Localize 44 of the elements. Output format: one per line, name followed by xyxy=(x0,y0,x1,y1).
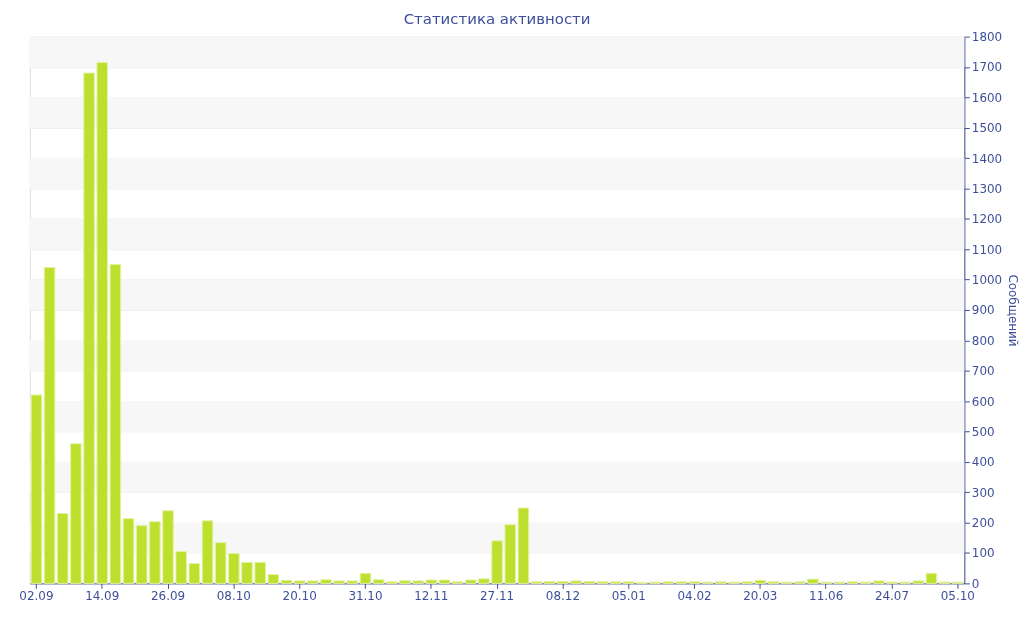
bar xyxy=(925,572,938,584)
x-tick-label: 05.01 xyxy=(611,588,646,603)
bar xyxy=(122,518,135,584)
y2-tick-label: 200 xyxy=(971,516,995,531)
y2-tick-label: 1400 xyxy=(971,151,1003,166)
x-tick-label: 14.09 xyxy=(85,588,120,603)
y2-tick-label: 600 xyxy=(971,394,995,409)
x-tick-label: 31.10 xyxy=(348,588,383,603)
x-tick-label: 08.12 xyxy=(545,588,580,603)
x-tick-label: 08.10 xyxy=(216,588,251,603)
y2-tick-label: 500 xyxy=(971,424,995,439)
bar xyxy=(359,572,372,584)
x-tick-label: 02.09 xyxy=(19,588,54,603)
y2-tick-label: 1200 xyxy=(971,212,1003,227)
y2-tick-label: 1500 xyxy=(971,121,1003,136)
x-tick-label: 12.11 xyxy=(414,588,449,603)
y2-tick-label: 800 xyxy=(971,333,995,348)
x-tick-label: 04.02 xyxy=(677,588,712,603)
y2-tick-label: 300 xyxy=(971,485,995,500)
bar xyxy=(30,394,43,584)
x-tick-label: 27.11 xyxy=(480,588,515,603)
x-tick-label: 11.06 xyxy=(809,588,844,603)
x-tick-label: 20.10 xyxy=(282,588,317,603)
bar xyxy=(201,520,214,584)
y2-axis-title: Сообщений xyxy=(1006,274,1021,347)
bar xyxy=(43,266,56,584)
y2-tick-label: 700 xyxy=(971,364,995,379)
y2-tick-label: 1000 xyxy=(971,273,1003,288)
y2-tick-label: 1600 xyxy=(971,90,1003,105)
x-tick-label: 26.09 xyxy=(150,588,186,603)
y2-tick-label: 1800 xyxy=(971,30,1003,45)
y2-tick-label: 1300 xyxy=(971,181,1003,196)
y2-tick-label: 400 xyxy=(971,455,995,470)
y2-tick-label: 1700 xyxy=(971,60,1003,75)
bar xyxy=(280,579,293,584)
x-tick-label: 05.10 xyxy=(940,588,975,603)
chart-title: Статистика активности xyxy=(403,9,591,28)
x-tick-label: 20.03 xyxy=(743,588,778,603)
y2-tick-label: 1100 xyxy=(971,242,1003,257)
y2-tick-label: 0 xyxy=(971,576,980,591)
bar xyxy=(438,579,451,584)
y2-tick-label: 100 xyxy=(971,546,995,561)
x-tick-label: 24.07 xyxy=(874,588,910,603)
y2-tick-label: 900 xyxy=(971,303,995,318)
